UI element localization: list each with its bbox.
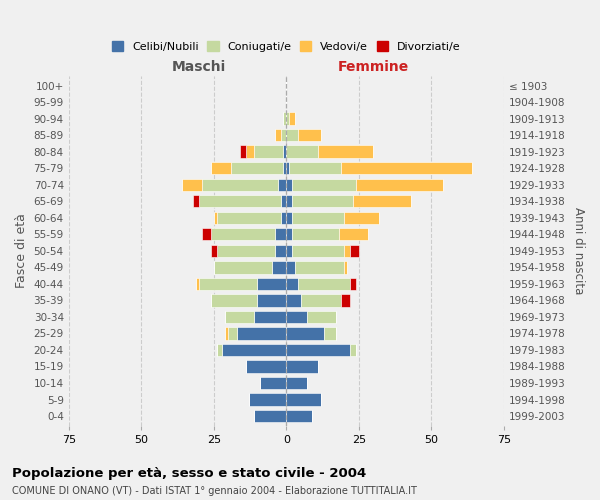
Bar: [344, 261, 347, 274]
Bar: [286, 129, 298, 141]
Bar: [248, 394, 286, 406]
Bar: [286, 112, 289, 125]
Bar: [275, 228, 286, 240]
Bar: [217, 212, 281, 224]
Bar: [237, 327, 286, 340]
Bar: [245, 146, 254, 158]
Bar: [217, 244, 275, 257]
Bar: [286, 377, 307, 389]
Bar: [228, 327, 237, 340]
Bar: [344, 244, 350, 257]
Bar: [307, 310, 335, 323]
Bar: [214, 261, 272, 274]
Bar: [211, 244, 217, 257]
Text: COMUNE DI ONANO (VT) - Dati ISTAT 1° gennaio 2004 - Elaborazione TUTTITALIA.IT: COMUNE DI ONANO (VT) - Dati ISTAT 1° gen…: [12, 486, 417, 496]
Bar: [289, 112, 295, 125]
Bar: [286, 261, 295, 274]
Bar: [257, 278, 286, 290]
Y-axis label: Anni di nascita: Anni di nascita: [572, 207, 585, 294]
Bar: [196, 278, 199, 290]
Bar: [292, 212, 344, 224]
Bar: [292, 244, 344, 257]
Bar: [341, 294, 350, 306]
Bar: [257, 294, 286, 306]
Bar: [278, 178, 286, 191]
Bar: [245, 360, 286, 372]
Bar: [240, 146, 245, 158]
Bar: [341, 162, 472, 174]
Bar: [286, 195, 292, 207]
Bar: [199, 278, 257, 290]
Text: Maschi: Maschi: [172, 60, 226, 74]
Bar: [254, 146, 283, 158]
Bar: [217, 344, 223, 356]
Bar: [260, 377, 286, 389]
Text: Popolazione per età, sesso e stato civile - 2004: Popolazione per età, sesso e stato civil…: [12, 468, 366, 480]
Bar: [318, 146, 373, 158]
Bar: [286, 310, 307, 323]
Bar: [286, 278, 298, 290]
Bar: [286, 327, 324, 340]
Bar: [286, 244, 292, 257]
Bar: [298, 129, 321, 141]
Bar: [211, 162, 231, 174]
Bar: [286, 178, 292, 191]
Bar: [292, 195, 353, 207]
Bar: [344, 212, 379, 224]
Bar: [350, 344, 356, 356]
Bar: [283, 146, 286, 158]
Bar: [283, 162, 286, 174]
Bar: [350, 278, 356, 290]
Bar: [286, 360, 318, 372]
Bar: [283, 112, 286, 125]
Text: Femmine: Femmine: [338, 60, 409, 74]
Bar: [275, 244, 286, 257]
Bar: [202, 178, 278, 191]
Bar: [182, 178, 202, 191]
Bar: [281, 129, 286, 141]
Bar: [254, 410, 286, 422]
Bar: [338, 228, 368, 240]
Bar: [286, 228, 292, 240]
Bar: [281, 212, 286, 224]
Bar: [214, 212, 217, 224]
Bar: [286, 294, 301, 306]
Bar: [211, 228, 275, 240]
Bar: [298, 278, 350, 290]
Bar: [286, 394, 321, 406]
Bar: [226, 327, 228, 340]
Bar: [281, 195, 286, 207]
Bar: [292, 228, 338, 240]
Bar: [353, 195, 411, 207]
Bar: [286, 146, 318, 158]
Bar: [286, 344, 350, 356]
Bar: [199, 195, 281, 207]
Bar: [254, 310, 286, 323]
Bar: [231, 162, 283, 174]
Bar: [289, 162, 341, 174]
Bar: [301, 294, 341, 306]
Legend: Celibi/Nubili, Coniugati/e, Vedovi/e, Divorziati/e: Celibi/Nubili, Coniugati/e, Vedovi/e, Di…: [110, 39, 463, 54]
Bar: [193, 195, 199, 207]
Bar: [356, 178, 443, 191]
Bar: [211, 294, 257, 306]
Y-axis label: Fasce di età: Fasce di età: [15, 214, 28, 288]
Bar: [286, 162, 289, 174]
Bar: [226, 310, 254, 323]
Bar: [286, 212, 292, 224]
Bar: [286, 410, 313, 422]
Bar: [292, 178, 356, 191]
Bar: [295, 261, 344, 274]
Bar: [324, 327, 335, 340]
Bar: [223, 344, 286, 356]
Bar: [202, 228, 211, 240]
Bar: [350, 244, 359, 257]
Bar: [275, 129, 281, 141]
Bar: [272, 261, 286, 274]
